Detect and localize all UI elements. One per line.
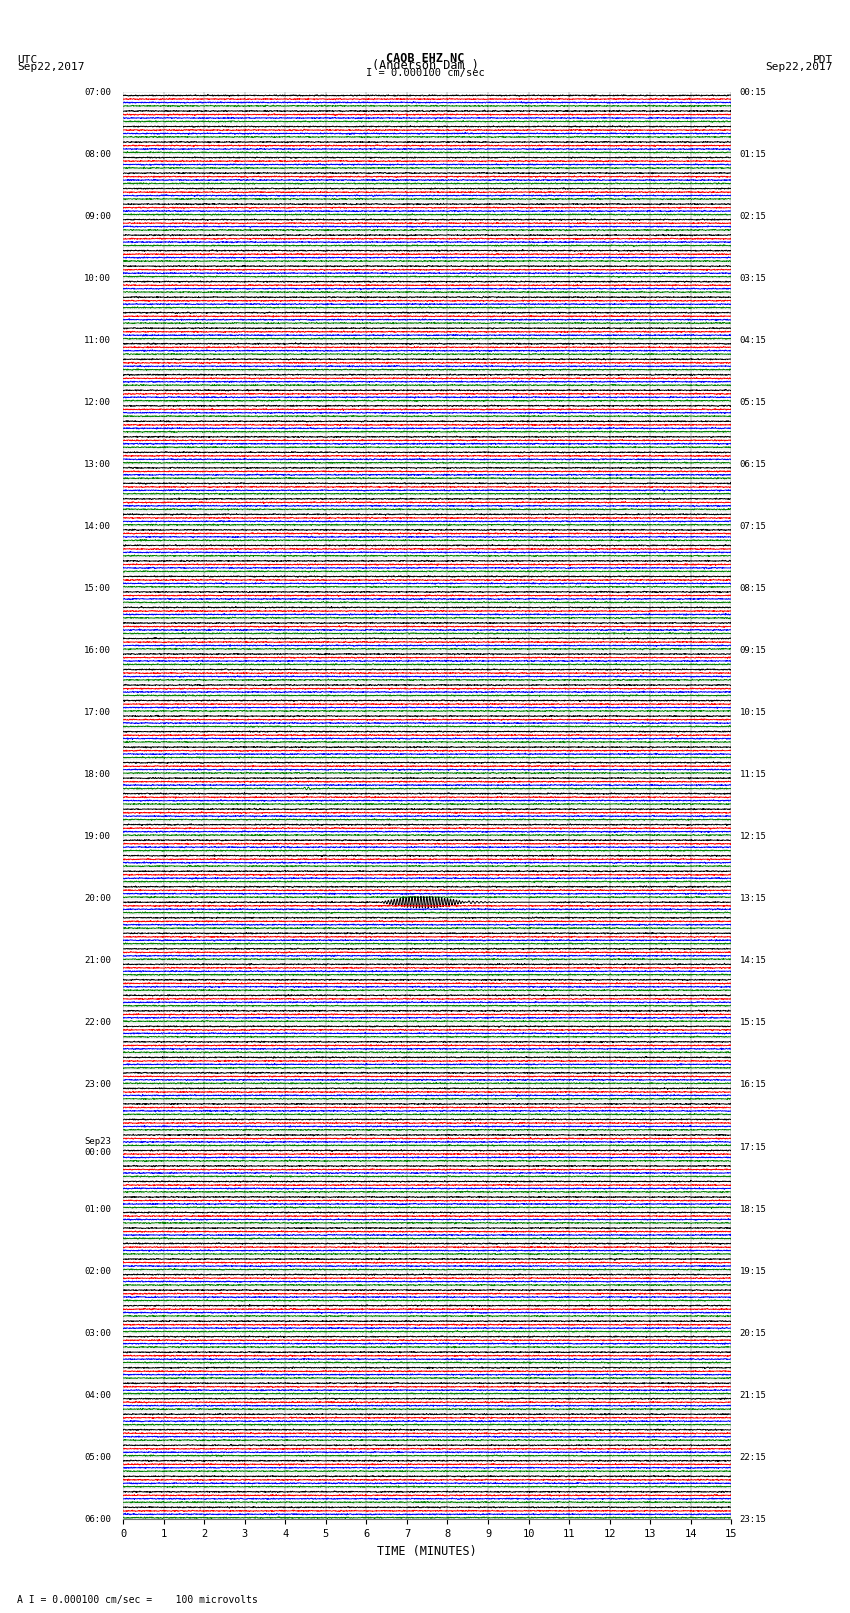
Text: 22:15: 22:15	[740, 1453, 767, 1461]
X-axis label: TIME (MINUTES): TIME (MINUTES)	[377, 1545, 477, 1558]
Text: 15:15: 15:15	[740, 1018, 767, 1027]
Text: (Anderson Dam ): (Anderson Dam )	[371, 58, 479, 71]
Text: I = 0.000100 cm/sec: I = 0.000100 cm/sec	[366, 68, 484, 77]
Text: 07:00: 07:00	[84, 87, 110, 97]
Text: 06:15: 06:15	[740, 460, 767, 469]
Text: 17:00: 17:00	[84, 708, 110, 718]
Text: 20:00: 20:00	[84, 894, 110, 903]
Text: 05:00: 05:00	[84, 1453, 110, 1461]
Text: 04:00: 04:00	[84, 1390, 110, 1400]
Text: 12:15: 12:15	[740, 832, 767, 842]
Text: 16:15: 16:15	[740, 1081, 767, 1089]
Text: 19:00: 19:00	[84, 832, 110, 842]
Text: 11:15: 11:15	[740, 771, 767, 779]
Text: 11:00: 11:00	[84, 336, 110, 345]
Text: 14:15: 14:15	[740, 957, 767, 966]
Text: PDT: PDT	[813, 55, 833, 65]
Text: 06:00: 06:00	[84, 1515, 110, 1524]
Text: 20:15: 20:15	[740, 1329, 767, 1337]
Text: 05:15: 05:15	[740, 398, 767, 406]
Text: 19:15: 19:15	[740, 1266, 767, 1276]
Text: 08:00: 08:00	[84, 150, 110, 158]
Text: 10:00: 10:00	[84, 274, 110, 282]
Text: 21:15: 21:15	[740, 1390, 767, 1400]
Text: 00:15: 00:15	[740, 87, 767, 97]
Text: 01:00: 01:00	[84, 1205, 110, 1213]
Text: 22:00: 22:00	[84, 1018, 110, 1027]
Text: 03:15: 03:15	[740, 274, 767, 282]
Text: 14:00: 14:00	[84, 523, 110, 531]
Text: 18:00: 18:00	[84, 771, 110, 779]
Text: 04:15: 04:15	[740, 336, 767, 345]
Text: Sep22,2017: Sep22,2017	[17, 61, 84, 71]
Text: 17:15: 17:15	[740, 1142, 767, 1152]
Text: Sep23
00:00: Sep23 00:00	[84, 1137, 110, 1157]
Text: 21:00: 21:00	[84, 957, 110, 966]
Text: A I = 0.000100 cm/sec =    100 microvolts: A I = 0.000100 cm/sec = 100 microvolts	[17, 1595, 258, 1605]
Text: 02:15: 02:15	[740, 211, 767, 221]
Text: UTC: UTC	[17, 55, 37, 65]
Text: Sep22,2017: Sep22,2017	[766, 61, 833, 71]
Text: 13:00: 13:00	[84, 460, 110, 469]
Text: 01:15: 01:15	[740, 150, 767, 158]
Text: 18:15: 18:15	[740, 1205, 767, 1213]
Text: 08:15: 08:15	[740, 584, 767, 594]
Text: CAOB EHZ NC: CAOB EHZ NC	[386, 52, 464, 65]
Text: 23:00: 23:00	[84, 1081, 110, 1089]
Text: 13:15: 13:15	[740, 894, 767, 903]
Text: 09:15: 09:15	[740, 647, 767, 655]
Text: 03:00: 03:00	[84, 1329, 110, 1337]
Text: 09:00: 09:00	[84, 211, 110, 221]
Text: 23:15: 23:15	[740, 1515, 767, 1524]
Text: 07:15: 07:15	[740, 523, 767, 531]
Text: 02:00: 02:00	[84, 1266, 110, 1276]
Text: 12:00: 12:00	[84, 398, 110, 406]
Text: 10:15: 10:15	[740, 708, 767, 718]
Text: 15:00: 15:00	[84, 584, 110, 594]
Text: 16:00: 16:00	[84, 647, 110, 655]
